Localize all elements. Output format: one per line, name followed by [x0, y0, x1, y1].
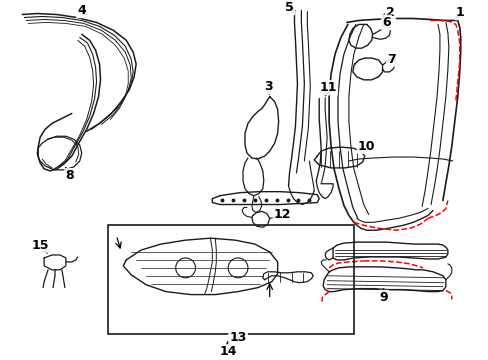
Text: 11: 11 — [319, 81, 336, 94]
Text: 3: 3 — [264, 80, 272, 93]
Text: 1: 1 — [454, 6, 463, 19]
Text: 10: 10 — [357, 140, 375, 153]
Text: 7: 7 — [386, 53, 395, 66]
Bar — [108, 225, 353, 334]
Text: 4: 4 — [77, 4, 86, 17]
Text: 2: 2 — [386, 6, 394, 19]
Text: 15: 15 — [31, 239, 49, 252]
Text: 5: 5 — [285, 1, 293, 14]
Text: 6: 6 — [382, 16, 390, 29]
Text: 14: 14 — [219, 346, 237, 359]
Text: 12: 12 — [273, 208, 291, 221]
Text: 13: 13 — [229, 330, 246, 343]
Text: 9: 9 — [379, 291, 387, 304]
Text: 8: 8 — [65, 169, 74, 182]
